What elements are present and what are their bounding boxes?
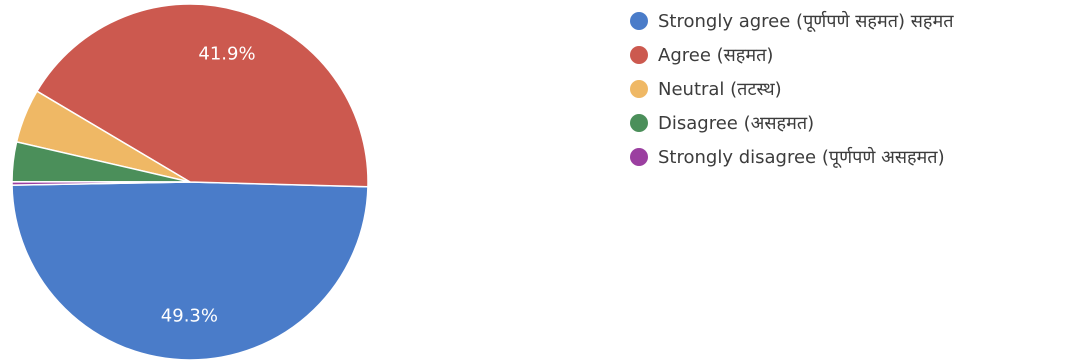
pie-slice-label-strongly-agree: 49.3% [161, 306, 218, 327]
legend-item-neutral[interactable]: Neutral (तटस्थ) [630, 72, 954, 106]
legend-item-agree[interactable]: Agree (सहमत) [630, 38, 954, 72]
legend-label: Strongly disagree (पूर्णपणे असहमत) [658, 147, 945, 168]
pie-chart: 49.3% 41.9% [11, 3, 369, 361]
legend-swatch [630, 46, 648, 64]
pie-slice-strongly-agree[interactable] [11, 181, 369, 361]
pie-slice-agree[interactable] [35, 3, 369, 188]
legend-swatch [630, 148, 648, 166]
legend-swatch [630, 114, 648, 132]
legend-item-disagree[interactable]: Disagree (असहमत) [630, 106, 954, 140]
legend-label: Disagree (असहमत) [658, 113, 815, 134]
legend-swatch [630, 12, 648, 30]
legend-item-strongly-agree[interactable]: Strongly agree (पूर्णपणे सहमत) सहमत [630, 4, 954, 38]
pie-slice-label-agree: 41.9% [198, 44, 255, 65]
legend: Strongly agree (पूर्णपणे सहमत) सहमत Agre… [630, 4, 954, 174]
legend-label: Neutral (तटस्थ) [658, 79, 782, 100]
pie-slice-strongly-disagree[interactable] [11, 180, 191, 186]
legend-label: Strongly agree (पूर्णपणे सहमत) सहमत [658, 11, 954, 32]
legend-swatch [630, 80, 648, 98]
legend-item-strongly-disagree[interactable]: Strongly disagree (पूर्णपणे असहमत) [630, 140, 954, 174]
legend-label: Agree (सहमत) [658, 45, 774, 66]
